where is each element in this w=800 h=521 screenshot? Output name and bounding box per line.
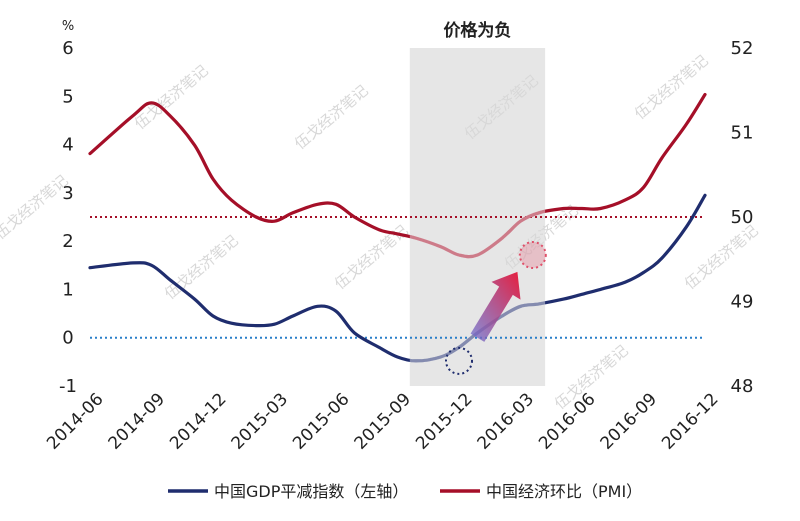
shaded-region-label: 价格为负 (443, 20, 511, 41)
right-tick-label: 49 (731, 292, 754, 313)
watermark-text: 伍戈经济笔记 (331, 221, 412, 293)
x-tick-label: 2015-06 (289, 389, 353, 453)
x-tick-label: 2016-03 (474, 389, 538, 453)
right-tick-label: 50 (731, 207, 754, 228)
watermark-text: 伍戈经济笔记 (681, 221, 762, 293)
x-tick-label: 2014-06 (43, 389, 107, 453)
arrow-icon (470, 271, 521, 342)
left-tick-label: 3 (62, 183, 73, 204)
x-tick-label: 2016-09 (597, 389, 661, 453)
left-tick-label: 6 (62, 38, 73, 59)
series-line-pmi (88, 92, 707, 259)
watermark-text: 伍戈经济笔记 (161, 231, 242, 303)
watermark-text: 伍戈经济笔记 (0, 171, 72, 243)
left-tick-label: 0 (62, 328, 73, 349)
x-tick-label: 2016-12 (658, 389, 722, 453)
watermark-text: 伍戈经济笔记 (131, 61, 212, 133)
left-tick-label: 2 (62, 231, 73, 252)
right-axis-ticks: 48 49 50 51 52 (731, 38, 754, 397)
pmi-turn-circle-marker (518, 241, 547, 270)
right-tick-label: 51 (731, 123, 754, 144)
left-axis-ticks: -1 0 1 2 3 4 5 6 (59, 38, 77, 397)
x-tick-label: 2014-12 (166, 389, 230, 453)
left-tick-label: 4 (62, 135, 73, 156)
legend: 中国GDP平减指数（左轴） 中国经济环比（PMI） (168, 482, 642, 501)
left-tick-label: 1 (62, 279, 73, 300)
right-tick-label: 52 (731, 38, 754, 59)
left-axis-unit: % (62, 19, 74, 34)
x-tick-label: 2015-09 (351, 389, 415, 453)
x-tick-label: 2014-09 (105, 389, 169, 453)
left-tick-label: 5 (62, 86, 73, 107)
series-line-gdp-deflator (88, 193, 707, 363)
watermark-text: 伍戈经济笔记 (291, 81, 372, 153)
legend-label-pmi: 中国经济环比（PMI） (486, 482, 642, 501)
left-tick-label: -1 (59, 376, 77, 397)
x-tick-label: 2015-12 (412, 389, 476, 453)
x-tick-label: 2015-03 (228, 389, 292, 453)
x-axis-ticks: 2014-062014-092014-122015-032015-062015-… (43, 389, 722, 453)
right-tick-label: 48 (731, 376, 754, 397)
watermark-text: 伍戈经济笔记 (631, 51, 712, 123)
legend-label-gdp-deflator: 中国GDP平减指数（左轴） (214, 482, 408, 501)
gdp-trough-circle-marker (445, 346, 473, 375)
